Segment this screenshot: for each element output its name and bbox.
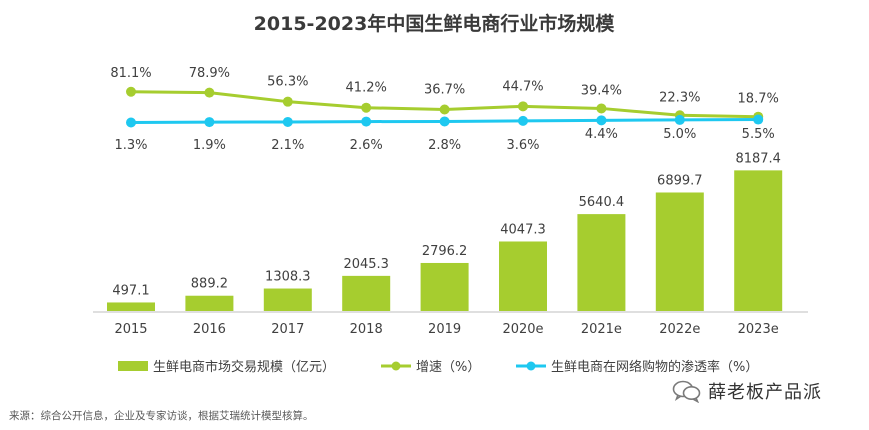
bar-label: 2045.3 <box>343 257 389 272</box>
x-tick-label: 2021e <box>581 322 622 337</box>
growth-point <box>596 103 607 114</box>
bar-2015 <box>107 302 155 311</box>
penetration-label: 2.8% <box>428 138 461 153</box>
x-tick-label: 2015 <box>114 322 147 337</box>
growth-label: 44.7% <box>502 79 543 94</box>
growth-label: 39.4% <box>581 83 622 98</box>
line-series: 81.1% 78.9% 56.3% 41.2% 36.7% 44.7% 39.4% 22.3%… <box>110 66 779 153</box>
penetration-point <box>361 116 372 127</box>
penetration-label: 4.4% <box>585 127 618 142</box>
bar-2017 <box>263 288 312 311</box>
penetration-label: 1.3% <box>114 138 147 153</box>
growth-point <box>518 101 528 112</box>
legend-bar-swatch <box>118 361 148 371</box>
legend-bar-label: 生鲜电商市场交易规模（亿元） <box>153 359 335 375</box>
bar-label: 2796.2 <box>422 244 468 259</box>
bar-label: 497.1 <box>112 283 149 298</box>
bar-label: 8187.4 <box>735 151 781 166</box>
penetration-label: 1.9% <box>193 138 226 153</box>
bar-2018 <box>342 275 391 311</box>
bar-label: 6899.7 <box>657 173 703 188</box>
x-tick-label: 2020e <box>502 322 543 337</box>
growth-label: 36.7% <box>424 83 465 98</box>
legend-growth-marker <box>391 361 401 371</box>
growth-label: 22.3% <box>659 90 700 105</box>
chart-title: 2015-2023年中国生鲜电商行业市场规模 <box>254 12 616 35</box>
penetration-label: 3.6% <box>506 138 539 153</box>
x-tick-label: 2019 <box>428 322 461 337</box>
growth-label: 56.3% <box>267 75 308 90</box>
x-tick-label: 2017 <box>271 322 304 337</box>
bar-2016 <box>185 295 234 311</box>
source-note: 来源：综合公开信息，企业及专家访谈，根据艾瑞统计模型核算。 <box>9 410 314 422</box>
bar-2019 <box>420 262 469 311</box>
growth-point <box>439 104 450 115</box>
wechat-icon <box>672 380 701 403</box>
growth-label: 41.2% <box>346 81 387 96</box>
bar-2020e <box>499 241 547 311</box>
growth-point <box>204 87 215 98</box>
penetration-point <box>282 116 293 127</box>
penetration-point <box>518 115 528 126</box>
penetration-label: 5.0% <box>663 127 696 142</box>
watermark: 薛老板产品派 <box>672 378 822 404</box>
bar-2021e <box>577 214 626 311</box>
penetration-point <box>204 117 215 128</box>
legend: 生鲜电商市场交易规模（亿元） 增速（%） 生鲜电商在网络购物的渗透率（%） <box>118 359 758 375</box>
penetration-point <box>596 115 607 126</box>
growth-point <box>126 86 136 97</box>
penetration-point <box>439 116 450 127</box>
bar-label: 1308.3 <box>265 270 311 285</box>
penetration-point <box>674 114 685 125</box>
x-tick-label: 2018 <box>350 322 383 337</box>
growth-point <box>282 96 293 107</box>
bar-2022e <box>655 192 704 311</box>
penetration-label: 2.6% <box>350 138 383 153</box>
penetration-point <box>753 114 764 125</box>
bar-2023e <box>734 170 783 311</box>
watermark-text: 薛老板产品派 <box>708 382 822 403</box>
legend-penetration-marker <box>526 361 536 371</box>
growth-point <box>361 102 372 113</box>
bar-series: 497.1 889.2 1308.3 2045.3 2796.2 4047.3 5640.4… <box>107 151 783 311</box>
x-tick-label: 2016 <box>193 322 226 337</box>
growth-label: 18.7% <box>738 92 779 107</box>
bar-label: 5640.4 <box>579 195 625 210</box>
x-tick-label: 2023e <box>738 322 779 337</box>
legend-penetration-label: 生鲜电商在网络购物的渗透率（%） <box>551 359 758 375</box>
legend-growth-label: 增速（%） <box>416 360 480 375</box>
growth-label: 78.9% <box>189 66 230 81</box>
penetration-label: 2.1% <box>271 138 304 153</box>
bar-label: 4047.3 <box>500 222 546 237</box>
x-tick-label: 2022e <box>659 322 700 337</box>
x-axis-ticks: 2015 2016 2017 2018 2019 2020e 2021e 2022e 2023e <box>114 322 778 337</box>
bar-label: 889.2 <box>191 277 228 292</box>
penetration-point <box>126 117 136 128</box>
penetration-label: 5.5% <box>742 127 775 142</box>
growth-label: 81.1% <box>110 66 151 81</box>
